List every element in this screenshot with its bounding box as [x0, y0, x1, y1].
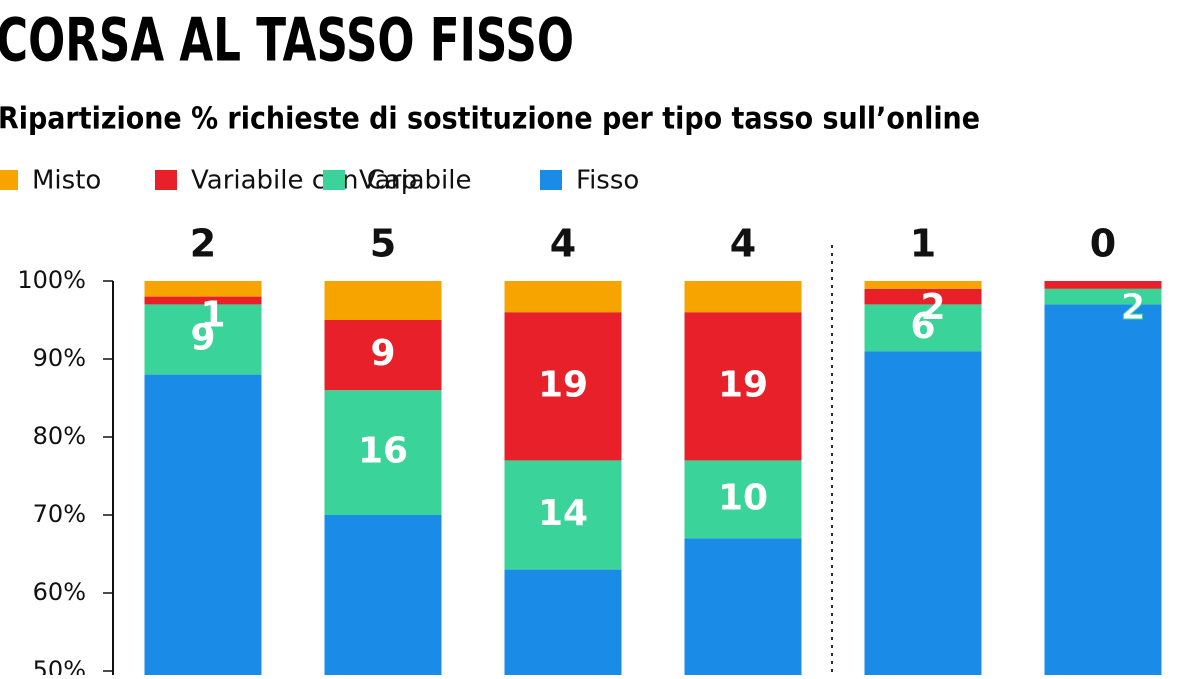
chart-subtitle: Ripartizione % richieste di sostituzione…: [0, 102, 980, 137]
bar-value-label: 19: [718, 364, 768, 405]
bar-segment: [684, 281, 802, 313]
bar-segment: [144, 296, 262, 305]
y-tick-label: 60%: [33, 578, 86, 606]
bar-total-label: 2: [190, 222, 216, 266]
bar-segment: [684, 538, 802, 675]
legend-swatch: [0, 170, 18, 190]
y-tick-label: 50%: [33, 656, 86, 675]
bar-segment: [144, 281, 262, 297]
bar-value-label: 1: [200, 295, 225, 336]
y-tick-label: 80%: [33, 422, 86, 450]
bar-segment: [504, 569, 622, 675]
bar-segment: [864, 281, 982, 289]
bar-value-label: 2: [1120, 287, 1145, 328]
bar-value-label: 6: [910, 306, 935, 347]
bar-total-label: 4: [730, 222, 756, 266]
bar-segment: [324, 320, 442, 391]
legend-swatch: [540, 170, 562, 190]
y-tick-label: 90%: [33, 344, 86, 372]
bar-segment: [144, 304, 262, 375]
legend-label: Misto: [32, 166, 101, 196]
bar-total-label: 5: [370, 222, 396, 266]
bar-value-label: 2: [920, 287, 945, 328]
legend-label: Variabile con Cap: [191, 166, 417, 196]
bar-value-label: 16: [358, 431, 408, 472]
bar-segment: [324, 390, 442, 515]
bar-segment: [1044, 281, 1162, 289]
bar-segment: [504, 460, 622, 570]
chart-title: CORSA AL TASSO FISSO: [0, 6, 574, 76]
bar-total-label: 0: [1090, 222, 1116, 266]
bar-total-label: 4: [550, 222, 576, 266]
bar-segment: [684, 312, 802, 461]
bar-value-label: 10: [718, 477, 768, 518]
legend-label: Variabile: [359, 166, 472, 196]
bar-value-label: 19: [538, 364, 588, 405]
bar-segment: [504, 281, 622, 313]
bar-segment: [324, 281, 442, 320]
legend-label: Fisso: [576, 166, 639, 196]
bar-segment: [144, 374, 262, 675]
bar-segment: [864, 351, 982, 675]
bar-segment: [864, 288, 982, 305]
legend-swatch: [323, 170, 345, 190]
bar-value-label: 9: [370, 333, 395, 374]
legend-swatch: [155, 170, 177, 190]
bar-segment: [864, 304, 982, 352]
bar-segment: [1044, 288, 1162, 305]
bar-segment: [504, 312, 622, 461]
y-tick-label: 100%: [17, 266, 86, 294]
bar-value-label: 14: [538, 493, 588, 534]
bar-segment: [684, 460, 802, 539]
bar-segment: [324, 515, 442, 675]
bar-total-label: 1: [910, 222, 936, 266]
bar-value-label: 9: [190, 318, 215, 359]
y-tick-label: 70%: [33, 500, 86, 528]
bar-segment: [1044, 304, 1162, 675]
